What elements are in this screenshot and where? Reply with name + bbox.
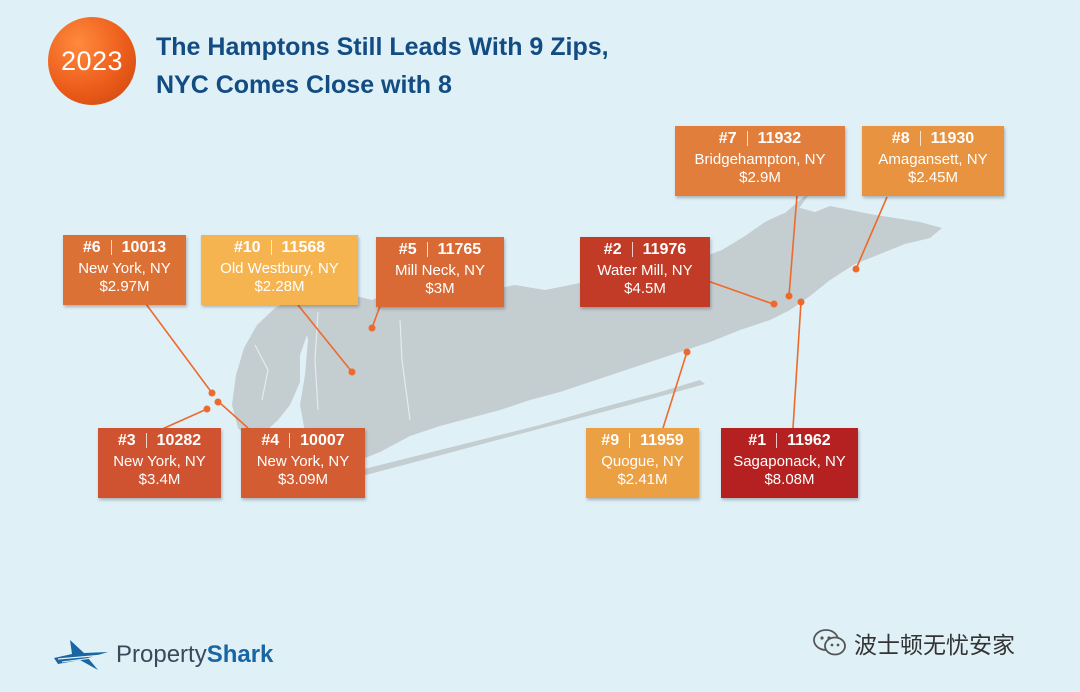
pointer-line-1 — [792, 301, 802, 429]
listing-rank: #2 — [603, 240, 622, 258]
listing-rank: #8 — [891, 129, 910, 147]
listing-price: $3M — [425, 280, 455, 297]
pointer-line-9 — [662, 351, 688, 429]
listing-price: $8.08M — [764, 471, 815, 488]
pin-7 — [785, 292, 793, 300]
listing-city: Mill Neck, NY — [394, 262, 485, 279]
shark-fin-icon — [54, 640, 108, 670]
listing-zip: 11932 — [757, 129, 802, 147]
listing-zip: 11765 — [437, 240, 482, 258]
listing-city: Amagansett, NY — [878, 151, 988, 168]
listing-label-8[interactable]: #8 11930 Amagansett, NY $2.45M — [862, 126, 1004, 196]
listing-label-5[interactable]: #5 11765 Mill Neck, NY $3M — [376, 237, 504, 307]
title-line-1: The Hamptons Still Leads With 9 Zips, — [156, 33, 609, 61]
pin-2 — [770, 300, 778, 308]
listing-zip: 10282 — [156, 431, 202, 449]
listing-city: Sagaponack, NY — [733, 453, 846, 470]
listing-rank: #6 — [82, 238, 101, 256]
logo-brand-plain: Property — [116, 641, 207, 668]
listing-rank: #7 — [718, 129, 737, 147]
listing-city: New York, NY — [256, 453, 350, 470]
barrier-beach — [360, 380, 705, 476]
pointer-line-3 — [159, 408, 208, 431]
listing-zip: 11976 — [642, 240, 687, 258]
pointer-line-10 — [297, 304, 353, 373]
listing-zip: 11568 — [281, 238, 326, 256]
listing-zip: 11962 — [787, 431, 831, 449]
pointer-line-2 — [704, 279, 774, 305]
pin-10 — [348, 368, 356, 376]
listing-price: $2.9M — [739, 169, 781, 186]
listing-label-4[interactable]: #4 10007 New York, NY $3.09M — [241, 428, 365, 498]
propertyshark-logo: PropertyShark — [52, 636, 273, 674]
listing-label-9[interactable]: #9 11959 Quogue, NY $2.41M — [586, 428, 699, 498]
listing-rank: #1 — [748, 431, 767, 449]
listing-city: Bridgehampton, NY — [694, 151, 826, 168]
county-line — [254, 344, 269, 401]
pin-9 — [683, 348, 691, 356]
wechat-icon — [813, 629, 846, 656]
pin-5 — [368, 324, 376, 332]
pointer-line-4 — [219, 402, 249, 429]
listing-zip: 11930 — [930, 129, 975, 147]
year-badge: 2023 — [48, 17, 136, 105]
listing-label-10[interactable]: #10 11568 Old Westbury, NY $2.28M — [201, 235, 358, 305]
listing-city: Quogue, NY — [601, 453, 684, 470]
listing-label-7[interactable]: #7 11932 Bridgehampton, NY $2.9M — [675, 126, 845, 196]
wechat-watermark: 波士顿无忧安家 — [812, 626, 1015, 660]
county-line — [399, 319, 411, 421]
listing-city: Water Mill, NY — [597, 262, 693, 279]
long-island-land — [300, 206, 942, 466]
listing-rank: #10 — [233, 238, 261, 256]
listing-price: $3.09M — [277, 471, 329, 488]
listing-label-1[interactable]: #1 11962 Sagaponack, NY $8.08M — [721, 428, 858, 498]
pin-4 — [214, 398, 222, 406]
pin-8 — [852, 265, 860, 273]
title-line-2: NYC Comes Close with 8 — [156, 71, 452, 99]
listing-price: $2.97M — [99, 278, 150, 295]
listing-label-3[interactable]: #3 10282 New York, NY $3.4M — [98, 428, 221, 498]
listing-price: $2.45M — [907, 169, 959, 186]
listing-price: $2.41M — [617, 471, 668, 488]
north-fork-land — [720, 190, 812, 278]
nyc-boroughs-land — [232, 296, 318, 440]
pointer-line-5 — [371, 305, 381, 329]
listing-city: Old Westbury, NY — [220, 260, 339, 277]
watermark-text: 波士顿无忧安家 — [854, 633, 1015, 659]
pointer-line-7 — [788, 194, 798, 297]
listing-rank: #3 — [117, 431, 136, 449]
page-title: The Hamptons Still Leads With 9 Zips, NY… — [156, 28, 609, 104]
listing-city: New York, NY — [113, 453, 206, 470]
listing-price: $2.28M — [254, 278, 305, 295]
listing-rank: #5 — [398, 240, 417, 258]
listing-price: $4.5M — [624, 280, 666, 297]
pointer-line-8 — [855, 196, 888, 270]
listing-price: $3.4M — [138, 471, 181, 488]
listing-rank: #4 — [261, 431, 280, 449]
pin-3 — [203, 405, 211, 413]
listing-label-6[interactable]: #6 10013 New York, NY $2.97M — [63, 235, 186, 305]
logo-brand-bold: Shark — [206, 641, 274, 668]
listing-rank: #9 — [601, 431, 620, 449]
pointer-line-6 — [145, 303, 213, 394]
listing-zip: 10013 — [121, 238, 167, 256]
pin-6 — [208, 389, 216, 397]
pin-1 — [797, 298, 805, 306]
listing-zip: 11959 — [640, 431, 684, 449]
listing-city: New York, NY — [78, 260, 171, 277]
listing-label-2[interactable]: #2 11976 Water Mill, NY $4.5M — [580, 237, 710, 307]
listing-zip: 10007 — [300, 431, 345, 449]
